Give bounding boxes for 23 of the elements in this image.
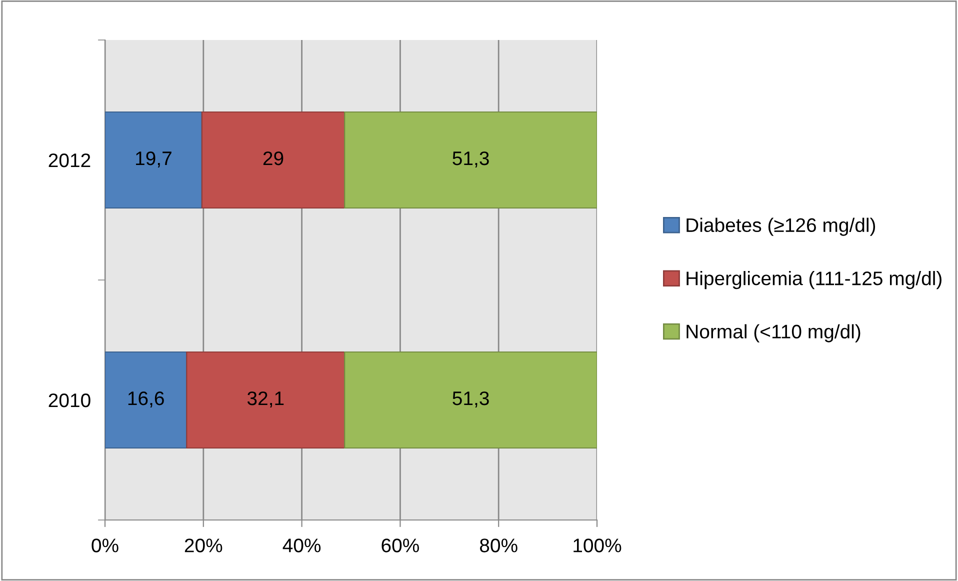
data-label: 19,7 — [136, 151, 172, 168]
data-label: 51,3 — [452, 391, 489, 408]
legend-label: Hiperglicemia (111-125 mg/dl) — [686, 270, 942, 290]
x-tick-label: 20% — [184, 538, 222, 552]
y-tick-label: 2012 — [48, 153, 90, 168]
x-tick-label: 80% — [480, 538, 518, 552]
x-tick-label: 100% — [574, 538, 622, 552]
bar — [105, 111, 202, 209]
x-tick-label: 40% — [282, 538, 321, 552]
y-tick-label: 2010 — [48, 393, 90, 408]
data-label: 32,1 — [247, 391, 284, 408]
bar — [201, 111, 346, 209]
bar — [344, 111, 597, 209]
bar — [186, 351, 346, 449]
data-label: 16,6 — [128, 391, 164, 408]
x-tick-label: 60% — [382, 538, 419, 552]
legend-label: Diabetes (≥126 mg/dl) — [686, 218, 876, 236]
x-tick-label: 0% — [92, 538, 118, 552]
legend-label: Normal (<110 mg/dl) — [686, 324, 860, 342]
data-label: 29 — [263, 151, 284, 166]
bar — [105, 351, 188, 449]
bar — [344, 351, 597, 449]
data-label: 51,3 — [452, 151, 489, 168]
